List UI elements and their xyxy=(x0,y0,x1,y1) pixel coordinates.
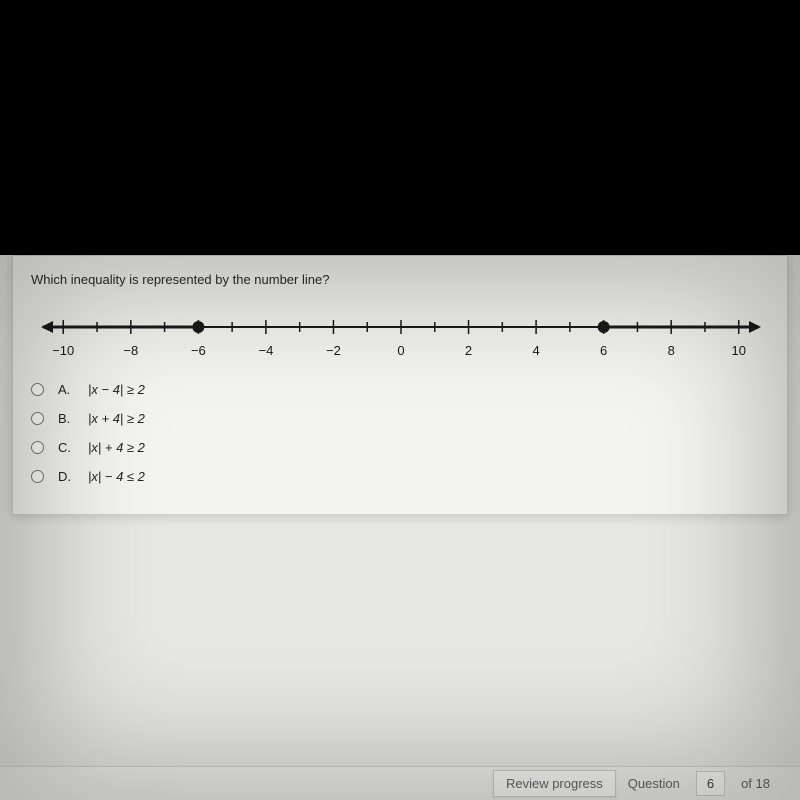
option-letter: A. xyxy=(58,382,74,397)
option-b[interactable]: B. |x + 4| ≥ 2 xyxy=(31,404,769,433)
svg-text:10: 10 xyxy=(732,343,746,358)
svg-text:−6: −6 xyxy=(191,343,206,358)
number-line-svg: −10 −8 −6 −4 −2 0 2 4 6 8 10 xyxy=(31,305,771,365)
footer-bar: Review progress Question 6 of 18 xyxy=(0,766,800,800)
svg-text:−8: −8 xyxy=(123,343,138,358)
svg-text:−10: −10 xyxy=(52,343,74,358)
svg-text:6: 6 xyxy=(600,343,607,358)
number-line: −10 −8 −6 −4 −2 0 2 4 6 8 10 xyxy=(31,305,769,365)
question-number: 6 xyxy=(696,771,725,796)
svg-text:0: 0 xyxy=(397,343,404,358)
radio-icon[interactable] xyxy=(31,383,44,396)
option-text: |x − 4| ≥ 2 xyxy=(88,382,145,397)
svg-text:−4: −4 xyxy=(258,343,273,358)
radio-icon[interactable] xyxy=(31,470,44,483)
option-text: |x + 4| ≥ 2 xyxy=(88,411,145,426)
option-text: |x| + 4 ≥ 2 xyxy=(88,440,145,455)
svg-text:4: 4 xyxy=(532,343,539,358)
options-list: A. |x − 4| ≥ 2 B. |x + 4| ≥ 2 C. |x| + 4… xyxy=(31,375,769,491)
option-letter: C. xyxy=(58,440,74,455)
option-letter: B. xyxy=(58,411,74,426)
question-prompt: Which inequality is represented by the n… xyxy=(31,272,769,287)
option-text: |x| − 4 ≤ 2 xyxy=(88,469,145,484)
option-d[interactable]: D. |x| − 4 ≤ 2 xyxy=(31,462,769,491)
svg-text:2: 2 xyxy=(465,343,472,358)
content-area: Which inequality is represented by the n… xyxy=(0,255,800,800)
question-total: of 18 xyxy=(741,776,770,791)
svg-text:−2: −2 xyxy=(326,343,341,358)
review-progress-button[interactable]: Review progress xyxy=(493,770,616,797)
svg-text:8: 8 xyxy=(668,343,675,358)
radio-icon[interactable] xyxy=(31,441,44,454)
option-c[interactable]: C. |x| + 4 ≥ 2 xyxy=(31,433,769,462)
option-a[interactable]: A. |x − 4| ≥ 2 xyxy=(31,375,769,404)
option-letter: D. xyxy=(58,469,74,484)
question-card: Which inequality is represented by the n… xyxy=(12,255,788,515)
radio-icon[interactable] xyxy=(31,412,44,425)
question-label: Question xyxy=(628,776,680,791)
